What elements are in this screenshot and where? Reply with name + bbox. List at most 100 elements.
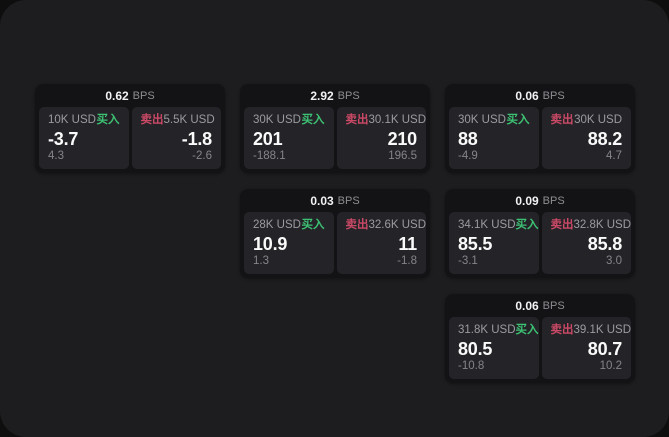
sell-price: 210 (387, 128, 418, 149)
card-body: 28K USD 买入 10.9 1.3 卖出 32.6K USD 11 -1.8 (240, 212, 430, 278)
sell-delta: 3.0 (606, 255, 622, 267)
buy-delta: -10.8 (458, 360, 485, 372)
bps-value: 2.92 (310, 88, 334, 103)
sell-panel[interactable]: 卖出 32.6K USD 11 -1.8 (336, 212, 427, 274)
card-body: 30K USD 买入 88 -4.9 卖出 30K USD 88.2 4.7 (445, 107, 635, 173)
sell-price: 88.2 (587, 128, 622, 149)
buy-top-row: 34.1K USD 买入 (458, 219, 539, 232)
sell-size-label: 30K USD (574, 114, 622, 126)
sell-size-label: 32.8K USD (573, 219, 632, 231)
sell-panel[interactable]: 卖出 5.5K USD -1.8 -2.6 (131, 107, 221, 169)
sell-price: 11 (398, 233, 417, 254)
buy-top-row: 28K USD 买入 (253, 219, 325, 232)
bps-unit-label: BPS (337, 89, 360, 102)
sell-panel[interactable]: 卖出 39.1K USD 80.7 10.2 (541, 317, 632, 379)
bps-unit-label: BPS (542, 299, 565, 312)
buy-size-label: 34.1K USD (458, 219, 516, 231)
card-header: 0.06 BPS (445, 294, 635, 317)
buy-panel[interactable]: 31.8K USD 买入 80.5 -10.8 (449, 317, 539, 379)
quote-card: 0.03 BPS 28K USD 买入 10.9 1.3 卖出 32.6K US… (240, 189, 430, 278)
sell-size-label: 39.1K USD (573, 324, 632, 336)
buy-delta: 1.3 (253, 255, 269, 267)
buy-side-label: 买入 (515, 324, 539, 336)
buy-panel[interactable]: 28K USD 买入 10.9 1.3 (244, 212, 334, 274)
buy-side-label: 买入 (301, 114, 325, 126)
buy-size-label: 30K USD (253, 114, 301, 126)
bps-unit-label: BPS (337, 194, 360, 207)
sell-top-row: 卖出 32.8K USD (551, 219, 632, 232)
buy-size-label: 30K USD (458, 114, 506, 126)
sell-size-label: 32.6K USD (368, 219, 427, 231)
sell-price: 80.7 (587, 338, 622, 359)
buy-delta: -188.1 (253, 150, 286, 162)
quote-card: 0.09 BPS 34.1K USD 买入 85.5 -3.1 卖出 32.8K… (445, 189, 635, 278)
buy-delta: 4.3 (48, 150, 64, 162)
buy-panel[interactable]: 30K USD 买入 88 -4.9 (449, 107, 539, 169)
buy-price: 80.5 (458, 338, 493, 359)
sell-side-label: 卖出 (140, 114, 164, 126)
quote-card: 0.62 BPS 10K USD 买入 -3.7 4.3 卖出 5.5K USD… (35, 84, 225, 173)
buy-side-label: 买入 (515, 219, 539, 231)
buy-price: 201 (253, 128, 283, 149)
buy-side-label: 买入 (506, 114, 530, 126)
sell-top-row: 卖出 39.1K USD (550, 324, 632, 337)
card-header: 0.62 BPS (35, 84, 225, 107)
sell-delta: 10.2 (599, 360, 622, 372)
bps-unit-label: BPS (132, 89, 155, 102)
sell-top-row: 卖出 32.6K USD (345, 219, 427, 232)
sell-size-label: 30.1K USD (368, 114, 427, 126)
card-body: 30K USD 买入 201 -188.1 卖出 30.1K USD 210 1… (240, 107, 430, 173)
card-header: 0.09 BPS (445, 189, 635, 212)
sell-price: -1.8 (181, 128, 212, 149)
bps-value: 0.09 (515, 193, 539, 208)
buy-delta: -3.1 (458, 255, 478, 267)
bps-value: 0.06 (515, 88, 539, 103)
bps-unit-label: BPS (542, 89, 565, 102)
bps-unit-label: BPS (542, 194, 565, 207)
buy-size-label: 10K USD (48, 114, 96, 126)
buy-top-row: 10K USD 买入 (48, 114, 120, 127)
sell-panel[interactable]: 卖出 30.1K USD 210 196.5 (336, 107, 427, 169)
sell-delta: -1.8 (397, 255, 417, 267)
quote-card: 0.06 BPS 31.8K USD 买入 80.5 -10.8 卖出 39.1… (445, 294, 635, 383)
sell-top-row: 卖出 30.1K USD (345, 114, 427, 127)
sell-delta: -2.6 (192, 150, 212, 162)
buy-size-label: 31.8K USD (458, 324, 516, 336)
card-body: 34.1K USD 买入 85.5 -3.1 卖出 32.8K USD 85.8… (445, 212, 635, 278)
sell-delta: 196.5 (388, 150, 417, 162)
buy-size-label: 28K USD (253, 219, 301, 231)
buy-side-label: 买入 (96, 114, 120, 126)
sell-side-label: 卖出 (345, 219, 369, 231)
quote-card: 0.06 BPS 30K USD 买入 88 -4.9 卖出 30K USD 8… (445, 84, 635, 173)
buy-price: 10.9 (253, 233, 288, 254)
sell-side-label: 卖出 (550, 114, 574, 126)
card-body: 10K USD 买入 -3.7 4.3 卖出 5.5K USD -1.8 -2.… (35, 107, 225, 173)
sell-price: 85.8 (587, 233, 622, 254)
bps-value: 0.62 (105, 88, 129, 103)
sell-side-label: 卖出 (345, 114, 369, 126)
buy-price: -3.7 (48, 128, 79, 149)
buy-panel[interactable]: 34.1K USD 买入 85.5 -3.1 (449, 212, 539, 274)
bps-value: 0.06 (515, 298, 539, 313)
card-header: 0.06 BPS (445, 84, 635, 107)
card-header: 2.92 BPS (240, 84, 430, 107)
buy-panel[interactable]: 30K USD 买入 201 -188.1 (244, 107, 334, 169)
buy-price: 85.5 (458, 233, 493, 254)
card-body: 31.8K USD 买入 80.5 -10.8 卖出 39.1K USD 80.… (445, 317, 635, 383)
sell-side-label: 卖出 (550, 324, 574, 336)
sell-top-row: 卖出 5.5K USD (140, 114, 215, 127)
sell-panel[interactable]: 卖出 30K USD 88.2 4.7 (541, 107, 631, 169)
sell-panel[interactable]: 卖出 32.8K USD 85.8 3.0 (541, 212, 632, 274)
buy-top-row: 30K USD 买入 (253, 114, 325, 127)
buy-side-label: 买入 (301, 219, 325, 231)
buy-top-row: 30K USD 买入 (458, 114, 530, 127)
buy-top-row: 31.8K USD 买入 (458, 324, 539, 337)
sell-size-label: 5.5K USD (163, 114, 215, 126)
bps-value: 0.03 (310, 193, 334, 208)
sell-delta: 4.7 (606, 150, 622, 162)
buy-delta: -4.9 (458, 150, 478, 162)
sell-top-row: 卖出 30K USD (551, 114, 623, 127)
buy-price: 88 (458, 128, 478, 149)
buy-panel[interactable]: 10K USD 买入 -3.7 4.3 (39, 107, 129, 169)
